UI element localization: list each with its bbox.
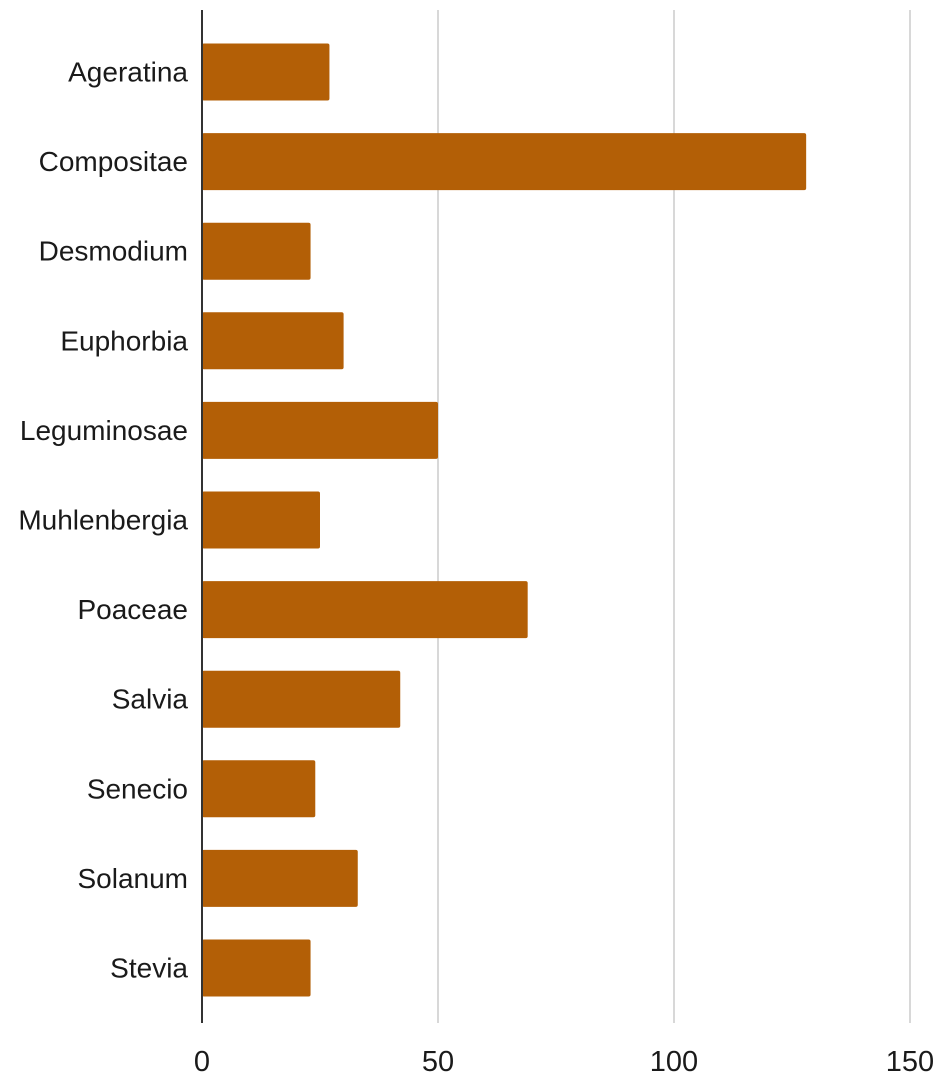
category-label-leguminosae: Leguminosae bbox=[20, 415, 188, 446]
bar-poaceae bbox=[202, 581, 528, 639]
bar-muhlenbergia bbox=[202, 491, 320, 549]
bar-leguminosae bbox=[202, 401, 438, 459]
category-label-layer: Ageratina Compositae Desmodium Euphorbia Leg… bbox=[18, 57, 188, 984]
bar-ageratina bbox=[202, 43, 330, 101]
tick-label-layer: 0 50 100 150 bbox=[194, 1046, 934, 1078]
category-label-desmodium: Desmodium bbox=[39, 236, 188, 267]
x-tick-label-150: 150 bbox=[886, 1046, 934, 1078]
bar-compositae bbox=[202, 133, 807, 191]
category-label-solanum: Solanum bbox=[77, 863, 188, 894]
x-tick-label-0: 0 bbox=[194, 1046, 210, 1078]
bar-layer bbox=[202, 43, 807, 997]
bar-desmodium bbox=[202, 222, 311, 280]
bar-senecio bbox=[202, 760, 316, 818]
category-label-euphorbia: Euphorbia bbox=[60, 325, 188, 356]
bar-euphorbia bbox=[202, 312, 344, 370]
x-tick-label-100: 100 bbox=[650, 1046, 698, 1078]
bar-stevia bbox=[202, 939, 311, 997]
bar-salvia bbox=[202, 670, 401, 728]
x-tick-label-50: 50 bbox=[422, 1046, 454, 1078]
category-label-senecio: Senecio bbox=[87, 773, 188, 804]
bar-solanum bbox=[202, 849, 358, 907]
category-label-stevia: Stevia bbox=[110, 953, 188, 984]
category-label-poaceae: Poaceae bbox=[77, 594, 188, 625]
category-label-muhlenbergia: Muhlenbergia bbox=[18, 505, 188, 536]
category-label-ageratina: Ageratina bbox=[68, 57, 188, 88]
category-label-compositae: Compositae bbox=[39, 146, 188, 177]
category-label-salvia: Salvia bbox=[112, 684, 189, 715]
